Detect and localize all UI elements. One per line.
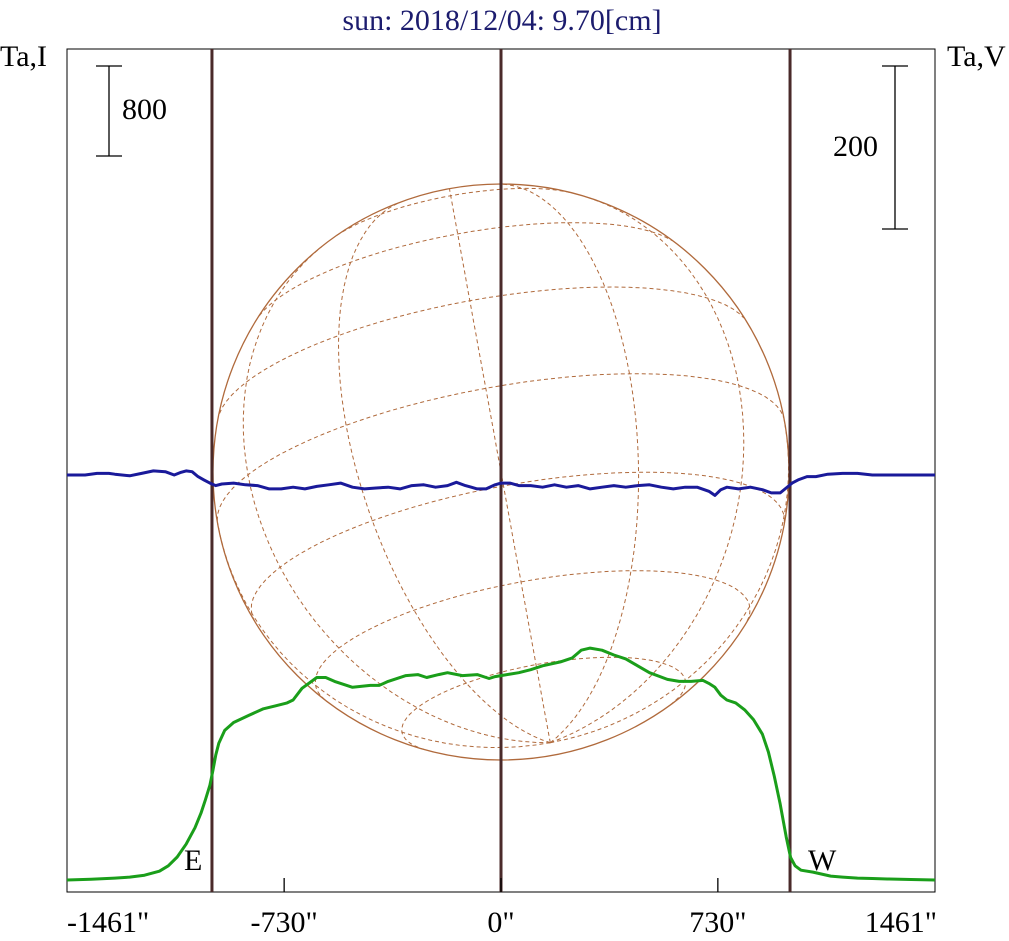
x-tick-label: -730" [251, 906, 318, 939]
y-right-label: Ta,V [947, 40, 1006, 73]
x-tick-label: -1461" [67, 906, 149, 939]
meridian-line [550, 197, 745, 744]
meridian-line [242, 246, 551, 744]
parallel-line [258, 222, 673, 317]
intensity-series-line [66, 646, 936, 882]
parallel-line [216, 373, 785, 521]
parallel-line [336, 187, 572, 236]
x-tick-label: 1461" [865, 906, 937, 939]
parallel-line [250, 471, 785, 622]
scale-bar-left-label: 800 [122, 93, 167, 126]
meridian-line [550, 420, 790, 744]
scale-bar-left: 800 [96, 65, 167, 157]
x-tick-label: 730" [689, 906, 746, 939]
meridian-line [337, 202, 551, 744]
parallel-line [314, 570, 751, 701]
parallel-line [401, 656, 687, 751]
limb-marker-label: E [184, 844, 202, 877]
scale-bar-right-label: 200 [833, 130, 878, 163]
series-lines [66, 469, 936, 882]
y-left-label: Ta,I [0, 40, 47, 73]
meridian-line [448, 188, 551, 743]
scale-bar-right: 200 [833, 65, 908, 230]
meridian-line [217, 523, 551, 749]
parallel-line [219, 286, 745, 414]
chart-title: sun: 2018/12/04: 9.70[cm] [342, 4, 661, 37]
polarization-series-line [67, 469, 935, 497]
x-axis: -1461" -730" 0" 730" 1461" [67, 878, 937, 939]
x-tick-label: 0" [487, 906, 514, 939]
